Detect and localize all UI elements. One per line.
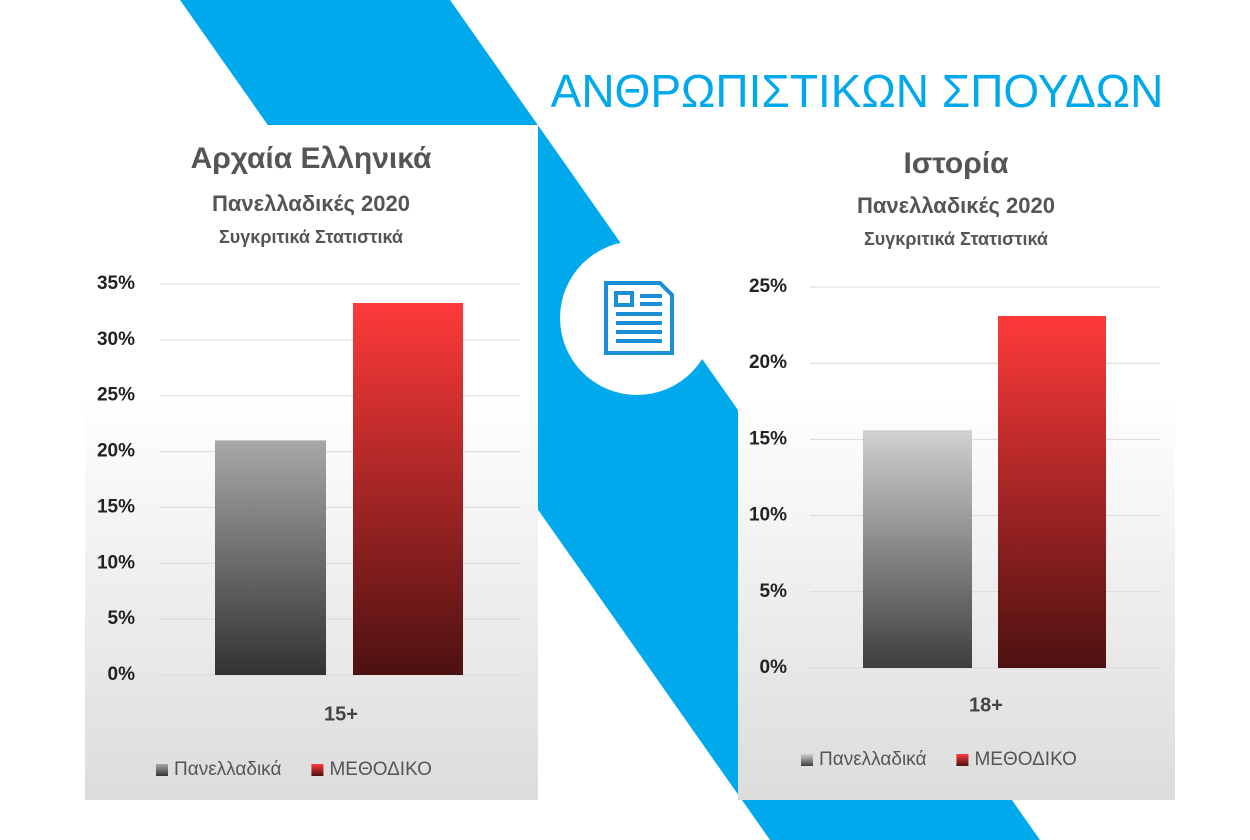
y-tick-label: 30% — [97, 329, 135, 350]
y-tick-label: 20% — [749, 352, 787, 373]
legend-swatch — [311, 764, 324, 776]
document-icon — [604, 281, 674, 355]
y-tick-label: 20% — [97, 441, 135, 462]
chart-subtitle: Συγκριτικά Στατιστικά — [864, 229, 1048, 249]
y-tick-label: 0% — [108, 664, 136, 685]
chart-title: Αρχαία Ελληνικά — [191, 142, 432, 175]
chart-subtitle: Πανελλαδικές 2020 — [857, 193, 1055, 218]
y-tick-label: 15% — [97, 496, 135, 517]
legend-label: ΜΕΘΟΔΙΚΟ — [974, 749, 1077, 770]
chart-subtitle: Πανελλαδικές 2020 — [212, 191, 410, 216]
y-tick-label: 0% — [760, 657, 788, 678]
chart-title: Ιστορία — [903, 147, 1009, 180]
legend-label: Πανελλαδικά — [819, 749, 926, 770]
y-tick-label: 10% — [749, 505, 787, 526]
y-tick-label: 25% — [97, 385, 135, 406]
y-tick-label: 15% — [749, 428, 787, 449]
x-tick-label: 15+ — [324, 703, 358, 725]
x-tick-label: 18+ — [969, 694, 1003, 716]
page-title: ΑΝΘΡΩΠΙΣΤΙΚΩΝ ΣΠΟΥΔΩΝ — [551, 65, 1164, 117]
y-tick-label: 35% — [97, 273, 135, 294]
legend-swatch — [156, 764, 168, 776]
legend-label: ΜΕΘΟΔΙΚΟ — [329, 759, 432, 780]
legend-swatch — [956, 754, 969, 766]
legend-label: Πανελλαδικά — [174, 759, 281, 780]
bar — [353, 302, 463, 675]
y-tick-label: 5% — [108, 608, 136, 629]
bar — [998, 315, 1106, 668]
y-tick-label: 10% — [97, 552, 135, 573]
bar — [863, 430, 972, 668]
y-tick-label: 5% — [760, 581, 788, 602]
legend-swatch — [801, 754, 813, 766]
chart-subtitle: Συγκριτικά Στατιστικά — [219, 227, 403, 247]
icon-circle — [560, 241, 714, 395]
bar — [215, 440, 326, 675]
y-tick-label: 25% — [749, 276, 787, 297]
